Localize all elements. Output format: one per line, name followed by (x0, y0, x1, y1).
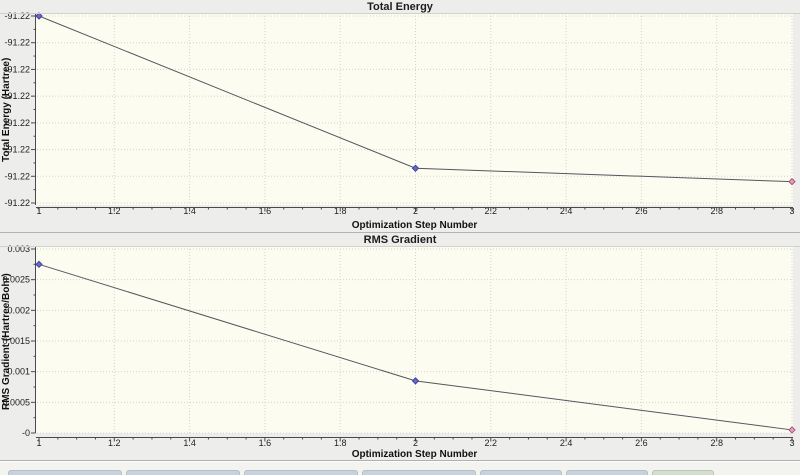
plot-area (36, 13, 793, 205)
window-edge-button[interactable] (652, 470, 714, 475)
x-tick-label: 2.6 (635, 438, 648, 448)
x-tick-label: 1.2 (108, 438, 121, 448)
y-tick-label: 0.0005 (2, 397, 30, 407)
data-point-marker (35, 260, 43, 269)
total-energy-chart-panel: -91.22 -91.22 -91.22 -91.22 -91.22 -91.22 -91.… (0, 0, 800, 233)
title-divider (0, 13, 800, 14)
window-edge-button-row (0, 470, 800, 475)
window-edge-button[interactable] (126, 470, 240, 475)
x-tick-label: 2 (413, 206, 418, 216)
y-tick-label: -91.22 (4, 38, 30, 48)
y-tick-label: 0.0015 (2, 336, 30, 346)
y-tick-label: 0.002 (7, 305, 30, 315)
y-tick-label: -91.22 (4, 171, 30, 181)
x-tick-label: 1.6 (259, 438, 272, 448)
x-tick-label: 1.8 (334, 438, 347, 448)
x-tick-label: 2 (413, 438, 418, 448)
x-tick-label: 1 (36, 206, 41, 216)
x-tick-label: 2.4 (560, 206, 573, 216)
y-tick-label: -91.22 (4, 198, 30, 208)
window-edge-button[interactable] (362, 470, 476, 475)
x-tick-label: 2.8 (710, 206, 723, 216)
window-edge-button[interactable] (8, 470, 122, 475)
y-tick-label: -91.22 (4, 118, 30, 128)
plot-area (36, 246, 793, 433)
x-tick-label: 2.2 (485, 438, 498, 448)
window-bottom-strip (0, 461, 800, 475)
y-tick-label: -91.22 (4, 91, 30, 101)
window-edge-button[interactable] (244, 470, 358, 475)
x-tick-label: 2.8 (710, 438, 723, 448)
window-edge-button[interactable] (480, 470, 562, 475)
y-axis-label: RMS Gradient (Hartree/Bohr) (1, 273, 12, 410)
y-tick-label: -91.22 (4, 11, 30, 21)
y-axis-label: Total Energy (Hartree) (1, 57, 12, 163)
x-tick-label: 1.4 (183, 438, 196, 448)
x-tick-label: 2.2 (485, 206, 498, 216)
y-tick-label: 0.001 (7, 367, 30, 377)
y-tick-label: -0 (22, 428, 30, 438)
y-tick-label: 0.0025 (2, 275, 30, 285)
y-tick-label: -91.22 (4, 145, 30, 155)
x-tick-label: 3 (789, 438, 794, 448)
x-tick-label: 1.2 (108, 206, 121, 216)
window-edge-button[interactable] (566, 470, 648, 475)
data-point-marker (411, 164, 420, 172)
x-tick-label: 1.4 (183, 206, 196, 216)
rms-gradient-chart-panel: 0.003 0.0025 0.002 0.0015 0.001 0.0005 -0 1 1.2 1… (0, 233, 800, 461)
x-tick-label: 1.6 (259, 206, 272, 216)
chart-title: Total Energy (367, 1, 433, 13)
data-point-marker (788, 177, 796, 186)
data-point-marker (788, 426, 796, 434)
x-tick-label: 1.8 (334, 206, 347, 216)
x-tick-label: 1 (36, 438, 41, 448)
x-axis-label: Optimization Step Number (351, 220, 478, 231)
title-divider (0, 246, 800, 247)
x-tick-label: 2.6 (635, 206, 648, 216)
x-axis-label: Optimization Step Number (351, 449, 478, 460)
data-point-marker (35, 12, 43, 20)
x-tick-label: 2.4 (560, 438, 573, 448)
x-tick-label: 3 (789, 206, 794, 216)
data-point-marker (411, 377, 420, 385)
y-tick-label: 0.003 (7, 244, 30, 254)
rms-gradient-plot: 0.003 0.0025 0.002 0.0015 0.001 0.0005 -0 1 1.2 1… (2, 244, 796, 448)
total-energy-plot: -91.22 -91.22 -91.22 -91.22 -91.22 -91.22 -91.… (4, 11, 796, 216)
y-tick-label: -91.22 (4, 64, 30, 74)
chart-title: RMS Gradient (363, 234, 437, 246)
